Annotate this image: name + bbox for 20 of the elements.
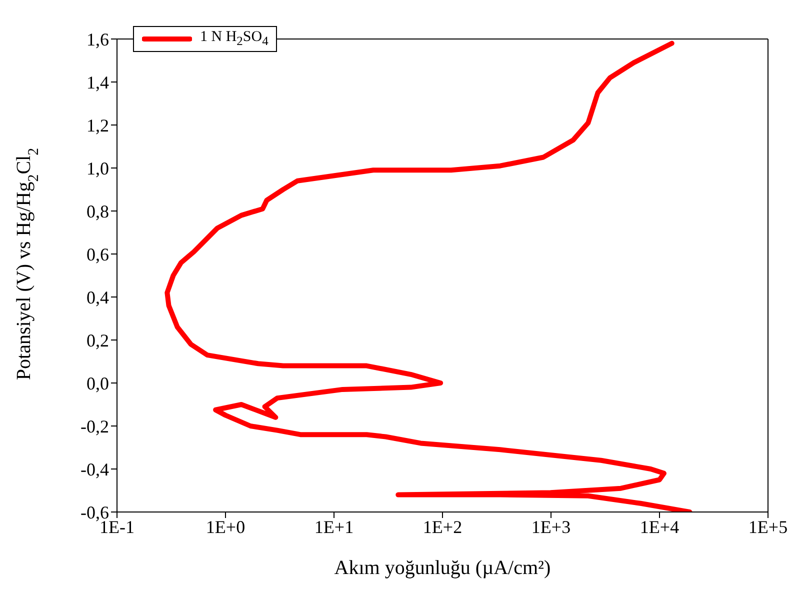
y-tick-label: 0,6 [86,244,109,264]
y-tick-label: 1,0 [86,158,109,178]
y-tick-label: -0,6 [80,502,109,522]
y-tick-label: 1,4 [86,72,109,92]
legend-label: 1 N H$_{2}$SO$_{4}$ [200,29,268,49]
y-tick-label: 1,2 [86,115,109,136]
y-tick-label: 0,2 [86,330,109,350]
x-tick-label: 1E+2 [422,516,462,537]
y-tick-label: -0,4 [80,459,109,480]
x-tick-label: 1E+5 [748,516,788,537]
y-tick-label: 0,8 [86,201,109,222]
x-axis-title: Akım yoğunluğu (µA/cm²) [334,557,551,580]
x-tick-label: 1E+4 [640,516,680,537]
x-tick-label: 1E+1 [314,516,354,537]
x-tick-label: 1E+0 [206,516,246,537]
y-tick-label: 0,4 [86,287,109,308]
y-tick-label: 0,0 [86,373,109,394]
y-tick-label: 1,6 [86,29,109,50]
y-tick-label: -0,2 [80,416,109,436]
x-tick-label: 1E+3 [531,516,571,537]
